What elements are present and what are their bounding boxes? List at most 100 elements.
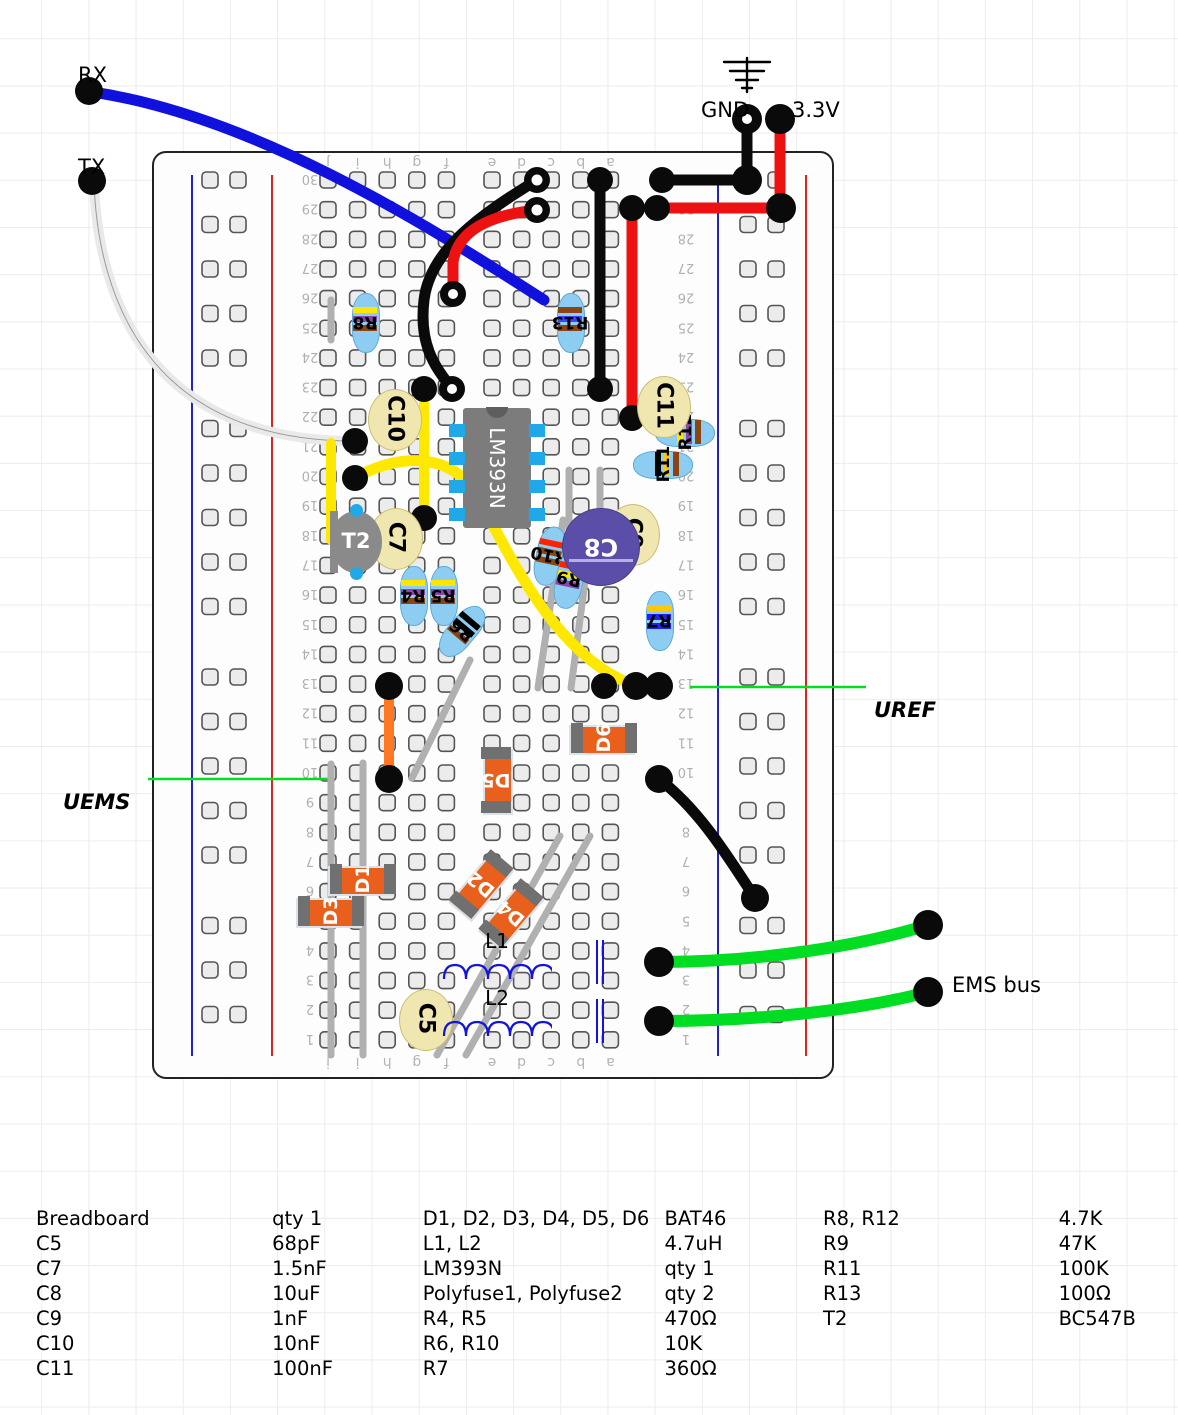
breadboard-column-letter: d: [517, 1054, 526, 1070]
breadboard-column-letter: c: [547, 1054, 555, 1070]
inductor-l2[interactable]: L2: [442, 986, 588, 1044]
diode-d6[interactable]: D6: [569, 723, 637, 755]
diode-cathode-band: [384, 864, 396, 894]
capacitor-c11[interactable]: C11: [637, 376, 691, 438]
diode-d3[interactable]: D3: [296, 896, 364, 928]
terminal-dot-33v[interactable]: [765, 104, 795, 134]
breadboard-row-number: 22: [302, 408, 319, 423]
breadboard-row-number: 29: [302, 201, 319, 216]
legend-row: C9 1nF R4, R5 470Ω T2 BC547B: [36, 1308, 1178, 1333]
resistor-band: [558, 316, 582, 322]
legend-cell: 100nF: [272, 1357, 333, 1380]
legend-cell: 4.7uH: [664, 1232, 723, 1255]
gnd-symbol: [722, 56, 772, 94]
legend-row: C10 10nF R6, R10 10K: [36, 1333, 1178, 1358]
resistor-label: R13: [551, 312, 589, 332]
breadboard-row-number: 1: [682, 1031, 690, 1046]
legend-cell: LM393N: [422, 1257, 503, 1280]
ic-notch: [486, 407, 508, 418]
wire-ems-green-top[interactable]: [653, 919, 934, 968]
resistor-r4[interactable]: R4: [400, 558, 428, 632]
breadboard-row-number: 11: [302, 734, 319, 749]
resistor-body: [646, 591, 674, 651]
terminal-dot-rx[interactable]: [75, 77, 103, 105]
legend-cell: 1nF: [272, 1307, 309, 1330]
breadboard-column-letter: g: [412, 1054, 421, 1070]
terminal-dot-tx[interactable]: [78, 167, 106, 195]
breadboard-row-number: 26: [302, 290, 319, 305]
legend-cell: C5: [36, 1232, 63, 1255]
polyfuse2[interactable]: [591, 997, 609, 1045]
legend-cell: Breadboard: [36, 1207, 150, 1230]
wire-black-lower[interactable]: [653, 773, 761, 904]
terminal-label-gnd: GND: [701, 98, 750, 122]
breadboard-row-number: 14: [678, 645, 695, 660]
inductor-l1[interactable]: L1: [442, 929, 588, 987]
breadboard-row-number: 19: [678, 497, 695, 512]
legend-cell: R13: [823, 1282, 862, 1305]
parts-legend-table: Breadboard qty 1 D1, D2, D3, D4, D5, D6 BAT…: [36, 1208, 1178, 1383]
wire-red-top[interactable]: [447, 204, 543, 300]
resistor-label: R7: [646, 610, 672, 630]
resistor-band: [401, 598, 425, 604]
resistor-r11[interactable]: R11: [627, 446, 701, 482]
polyfuse1[interactable]: [591, 938, 609, 986]
diode-d5[interactable]: D5: [481, 747, 513, 815]
resistor-r5[interactable]: R5: [430, 558, 458, 632]
legend-cell: R7: [422, 1357, 449, 1380]
breadboard-row-number: 7: [682, 853, 690, 868]
legend-row: C8 10uF Polyfuse1, Polyfuse2 qty 2 R13 100Ω: [36, 1283, 1178, 1308]
breadboard-row-number: 11: [678, 734, 695, 749]
diode-cathode-band: [625, 723, 637, 753]
diode-anode-band: [481, 801, 511, 813]
diode-cathode-band: [481, 747, 511, 759]
resistor-band: [431, 589, 455, 595]
legend-row: C7 1.5nF LM393N qty 1 R11 100K: [36, 1258, 1178, 1283]
ic-pin-right: [529, 424, 545, 437]
resistor-r7[interactable]: R7: [646, 583, 674, 657]
legend-cell: Polyfuse1, Polyfuse2: [422, 1282, 623, 1305]
legend-cell: BC547B: [1058, 1307, 1136, 1330]
resistor-r8[interactable]: R8: [352, 285, 380, 359]
resistor-band: [353, 316, 377, 322]
resistor-band: [401, 580, 425, 586]
resistor-band: [401, 589, 425, 595]
breadboard-column-letter: e: [488, 1054, 497, 1070]
diode-cathode-band: [352, 896, 364, 926]
resistor-body: [400, 566, 428, 626]
breadboard-column-letter: e: [488, 154, 497, 170]
capacitor-c10[interactable]: C10: [368, 389, 422, 451]
breadboard-row-number: 3: [306, 972, 314, 987]
wire-black-top-1[interactable]: [417, 174, 543, 395]
legend-cell: BAT46: [664, 1207, 727, 1230]
ic-label: LM393N: [485, 427, 509, 509]
capacitor-c8[interactable]: C8: [562, 508, 640, 586]
transistor-t2[interactable]: T2: [330, 504, 382, 580]
legend-cell: 100Ω: [1058, 1282, 1111, 1305]
breadboard-row-number: 30: [302, 171, 319, 186]
ic-pin-right: [529, 508, 545, 521]
breadboard-row-number: 15: [302, 616, 319, 631]
breadboard-column-letter: a: [606, 154, 615, 170]
breadboard-row-number: 8: [682, 823, 690, 838]
wire-ems-green-bottom[interactable]: [653, 986, 934, 1027]
resistor-band: [647, 614, 671, 620]
breadboard-column-letter: i: [356, 154, 360, 170]
ic-lm393n[interactable]: LM393N: [449, 407, 545, 528]
breadboard-row-number: 6: [682, 883, 690, 898]
diode-label: D3: [320, 896, 342, 926]
legend-cell: 68pF: [272, 1232, 321, 1255]
legend-cell: [1059, 1358, 1178, 1383]
legend-row: C5 68pF L1, L2 4.7uH R9 47K: [36, 1233, 1178, 1258]
wire-rx-blue[interactable]: [86, 86, 550, 306]
legend-cell: 10uF: [272, 1282, 321, 1305]
resistor-r13[interactable]: R13: [552, 285, 588, 359]
breadboard-row-number: 27: [302, 260, 319, 275]
legend-cell: [1059, 1333, 1178, 1358]
legend-cell: C9: [36, 1307, 63, 1330]
breadboard-row-number: 4: [306, 942, 314, 957]
polyfuse-icon: [596, 999, 604, 1043]
capacitor-c5[interactable]: C5: [399, 989, 453, 1051]
inductor-label: L1: [485, 929, 509, 953]
